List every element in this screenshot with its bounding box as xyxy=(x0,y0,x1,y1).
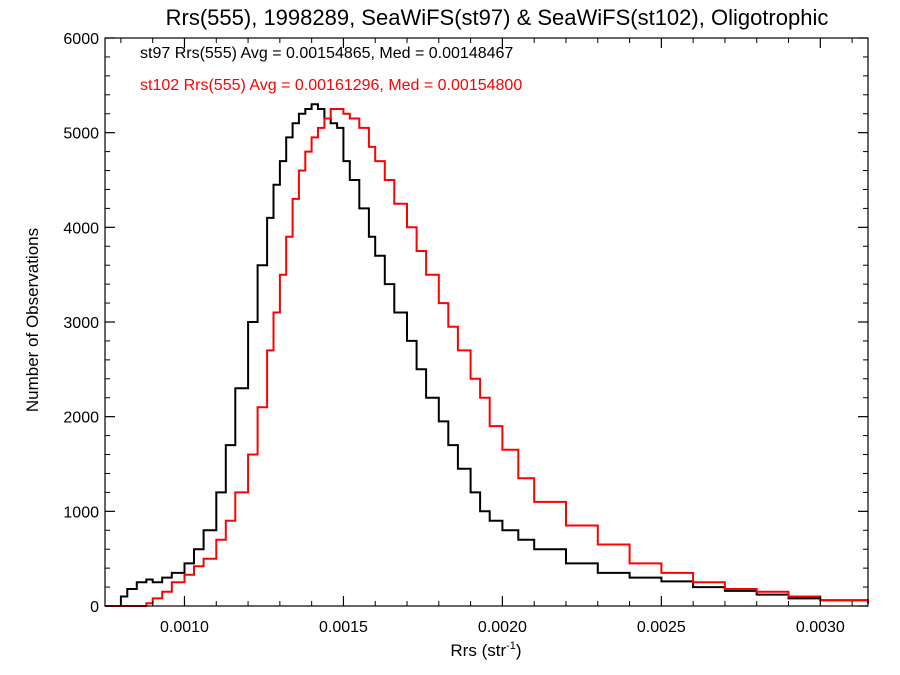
y-tick-label: 3000 xyxy=(63,315,99,332)
x-axis-label-superscript: -1 xyxy=(506,640,516,652)
series-layer xyxy=(105,103,869,607)
y-tick-label: 2000 xyxy=(63,410,99,427)
y-axis-label: Number of Observations xyxy=(23,228,42,412)
y-tick-label: 5000 xyxy=(63,126,99,143)
legend-st97-stats: st97 Rrs(555) Avg = 0.00154865, Med = 0.… xyxy=(140,45,513,62)
x-axis-label-text: Rrs (str xyxy=(450,641,506,660)
x-axis-label-close: ) xyxy=(516,641,522,660)
series-st97-line xyxy=(105,103,869,607)
x-tick-label: 0.0010 xyxy=(160,619,209,636)
x-axis-label: Rrs (str-1) xyxy=(450,640,521,660)
y-tick-label: 1000 xyxy=(63,504,99,521)
legend-st102-stats: st102 Rrs(555) Avg = 0.00161296, Med = 0… xyxy=(140,77,522,94)
plot-frame xyxy=(104,37,869,607)
x-axis-ticks: 0.0010 0.0015 0.0020 0.0025 0.0030 xyxy=(120,38,853,636)
x-tick-label: 0.0015 xyxy=(319,619,368,636)
y-tick-label: 4000 xyxy=(63,220,99,237)
x-tick-label: 0.0025 xyxy=(637,619,686,636)
x-tick-label: 0.0030 xyxy=(796,619,845,636)
y-axis-ticks: 0 1000 2000 3000 4000 5000 6000 xyxy=(63,31,868,616)
y-tick-label: 6000 xyxy=(63,31,99,48)
chart-title: Rrs(555), 1998289, SeaWiFS(st97) & SeaWi… xyxy=(166,5,829,30)
series-st102-line xyxy=(105,108,869,607)
x-tick-label: 0.0020 xyxy=(478,619,527,636)
y-tick-label: 0 xyxy=(90,599,99,616)
